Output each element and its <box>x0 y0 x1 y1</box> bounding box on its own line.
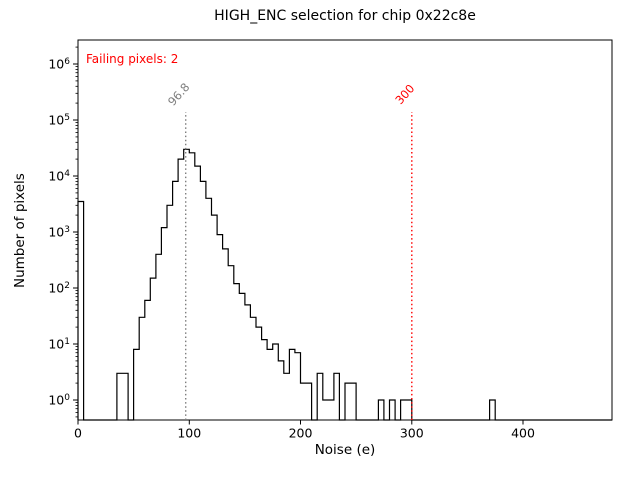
x-tick-label: 400 <box>511 426 535 441</box>
y-tick-label: 105 <box>48 113 70 128</box>
chart-title: HIGH_ENC selection for chip 0x22c8e <box>214 8 476 24</box>
threshold-label: 300 <box>392 81 417 107</box>
x-tick-label: 300 <box>400 426 424 441</box>
histogram-step <box>77 148 612 421</box>
x-tick-label: 0 <box>74 426 82 441</box>
x-tick-label: 100 <box>177 426 201 441</box>
y-tick-label: 104 <box>48 169 70 184</box>
threshold-label: 96.8 <box>165 80 193 108</box>
y-tick-label: 102 <box>48 281 70 296</box>
x-axis-label: Noise (e) <box>314 442 376 458</box>
y-tick-label: 101 <box>48 337 70 352</box>
axes-box <box>77 39 613 421</box>
x-tick-label: 200 <box>289 426 313 441</box>
y-tick-label: 106 <box>48 57 70 72</box>
y-axis-label: Number of pixels <box>12 173 28 288</box>
y-tick-label: 103 <box>48 225 70 240</box>
failing-pixels-annotation: Failing pixels: 2 <box>86 52 179 66</box>
y-tick-label: 100 <box>48 393 70 408</box>
